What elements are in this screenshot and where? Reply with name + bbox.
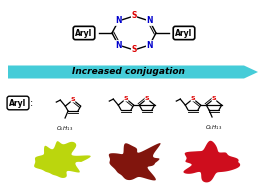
Text: $C_6H_{13}$: $C_6H_{13}$ [206, 123, 223, 132]
Text: S: S [212, 96, 216, 101]
Polygon shape [183, 141, 240, 182]
Text: S: S [71, 97, 75, 102]
Text: Aryl: Aryl [75, 29, 93, 37]
Polygon shape [109, 143, 161, 180]
Text: :: : [30, 98, 33, 108]
Text: S: S [131, 12, 137, 20]
Text: S: S [191, 96, 195, 101]
Polygon shape [34, 141, 91, 178]
Text: S: S [131, 46, 137, 54]
Text: S: S [145, 96, 149, 101]
Text: S: S [124, 96, 128, 101]
Polygon shape [8, 66, 258, 78]
Text: N: N [146, 16, 153, 26]
Text: N: N [115, 16, 122, 26]
Text: N: N [115, 40, 122, 50]
Text: $C_6H_{13}$: $C_6H_{13}$ [56, 124, 74, 133]
Text: Aryl: Aryl [9, 98, 27, 108]
Text: Aryl: Aryl [175, 29, 193, 37]
Text: Increased conjugation: Increased conjugation [72, 67, 185, 77]
Text: N: N [146, 40, 153, 50]
